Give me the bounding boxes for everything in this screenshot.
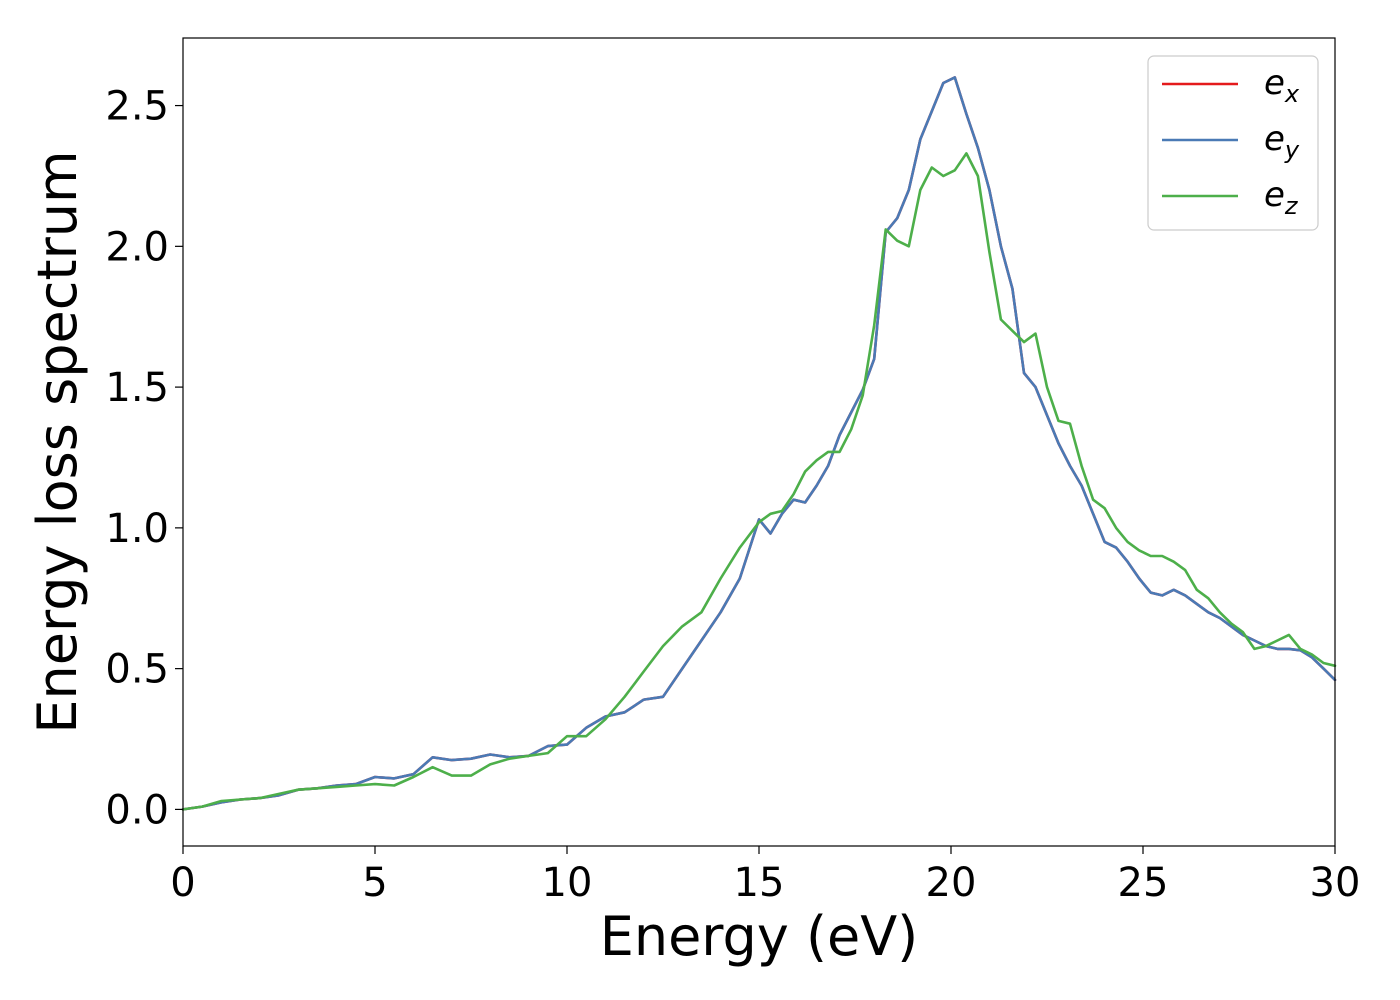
series-layer	[181, 76, 1337, 811]
y-tick-label: 1.5	[105, 365, 169, 411]
legend-box	[1147, 55, 1319, 231]
y-tick-label: 2.0	[105, 224, 169, 270]
y-tick-label: 0.5	[105, 647, 169, 693]
x-tick-label: 0	[170, 860, 195, 906]
legend-label-ez: ez	[1264, 175, 1299, 220]
x-tick-label: 5	[362, 860, 387, 906]
x-axis-ticks: 0 5 10 15 20 25 30	[170, 846, 1360, 906]
legend: ex ey ez	[1147, 55, 1319, 231]
y-axis-label: Energy loss spectrum	[26, 150, 89, 733]
series-line-ey	[181, 76, 1337, 811]
y-tick-label: 2.5	[105, 84, 169, 130]
x-tick-label: 20	[926, 860, 977, 906]
x-tick-label: 25	[1118, 860, 1169, 906]
x-axis-label: Energy (eV)	[600, 905, 919, 968]
x-tick-label: 15	[734, 860, 785, 906]
x-tick-label: 10	[542, 860, 593, 906]
x-tick-label: 30	[1310, 860, 1361, 906]
y-tick-label: 1.0	[105, 506, 169, 552]
legend-label-ex: ex	[1264, 63, 1300, 108]
y-axis-ticks: 0.0 0.5 1.0 1.5 2.0 2.5	[105, 84, 183, 833]
legend-label-ey: ey	[1264, 119, 1300, 164]
y-tick-label: 0.0	[105, 787, 169, 833]
series-line-ez	[181, 152, 1337, 811]
